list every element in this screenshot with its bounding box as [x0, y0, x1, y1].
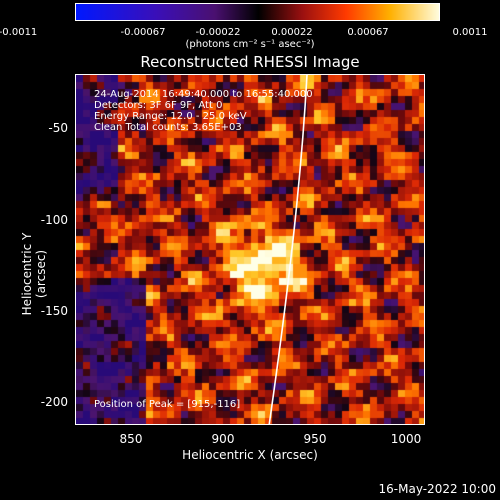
- x-tick-label: 950: [303, 432, 327, 446]
- y-tick-label: -200: [40, 395, 68, 409]
- colorbar-tick-label: 0.00022: [271, 27, 313, 38]
- solar-limb: [268, 75, 308, 424]
- annotation-clean: Clean Total counts: 3.65E+03: [94, 122, 242, 133]
- plot-date: 16-May-2022 10:00: [378, 482, 496, 496]
- annotation-detectors: Detectors: 3F 6F 9F, Att 0: [94, 100, 223, 111]
- annotation-time: 24-Aug-2014 16:49:40.000 to 16:55:40.000: [94, 89, 313, 100]
- rhessi-heatmap: [76, 75, 424, 424]
- colorbar-tick-label: 0.00067: [347, 27, 389, 38]
- colorbar-tick-label: 0.0011: [452, 27, 488, 38]
- y-tick-label: -150: [40, 304, 68, 318]
- rhessi-image-panel: 24-Aug-2014 16:49:40.000 to 16:55:40.000…: [75, 74, 425, 425]
- annotation-peak: Position of Peak = [915,-116]: [94, 399, 241, 410]
- colorbar-tick-label: -0.00022: [195, 27, 241, 38]
- colorbar: [75, 3, 440, 21]
- colorbar-gradient: [75, 3, 440, 21]
- x-tick-label: 850: [119, 432, 143, 446]
- colorbar-units: (photons cm⁻² s⁻¹ asec⁻²): [185, 39, 315, 50]
- colorbar-tick-label: -0.00067: [120, 27, 166, 38]
- annotation-energy: Energy Range: 12.0 - 25.0 keV: [94, 111, 247, 122]
- x-tick-label: 1000: [390, 432, 422, 446]
- y-axis-label: Heliocentric Y (arcsec): [20, 232, 48, 316]
- image-title: Reconstructed RHESSI Image: [140, 53, 360, 71]
- x-tick-label: 900: [211, 432, 235, 446]
- colorbar-tick-label: -0.0011: [0, 27, 38, 38]
- x-axis-label: Heliocentric X (arcsec): [182, 448, 318, 462]
- y-tick-label: -50: [48, 121, 68, 135]
- y-tick-label: -100: [40, 213, 68, 227]
